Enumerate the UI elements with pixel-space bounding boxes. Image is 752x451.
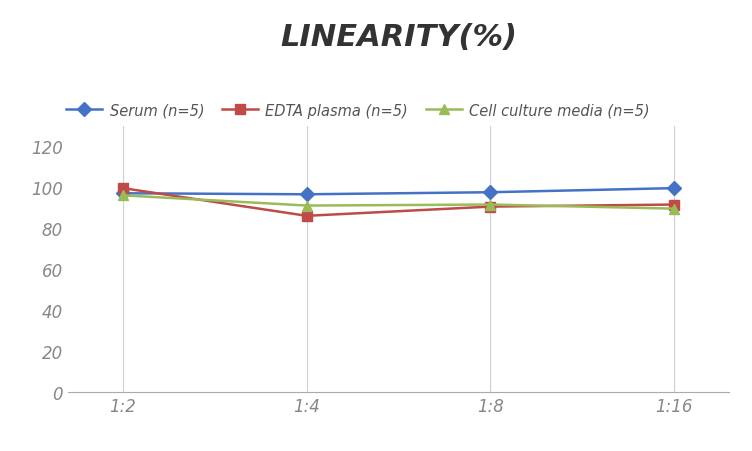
Cell culture media (n=5) [486,202,495,208]
Line: Serum (n=5): Serum (n=5) [118,184,679,200]
Text: LINEARITY(%): LINEARITY(%) [280,23,517,51]
Serum (n=5) [670,186,679,191]
Serum (n=5) [302,192,311,198]
Serum (n=5) [486,190,495,196]
Line: EDTA plasma (n=5): EDTA plasma (n=5) [118,184,679,221]
Cell culture media (n=5) [118,193,127,198]
EDTA plasma (n=5) [486,204,495,210]
Line: Cell culture media (n=5): Cell culture media (n=5) [118,191,679,214]
Cell culture media (n=5) [670,207,679,212]
EDTA plasma (n=5) [670,202,679,208]
Legend: Serum (n=5), EDTA plasma (n=5), Cell culture media (n=5): Serum (n=5), EDTA plasma (n=5), Cell cul… [60,97,656,124]
EDTA plasma (n=5) [118,186,127,191]
EDTA plasma (n=5) [302,214,311,219]
Serum (n=5) [118,191,127,197]
Cell culture media (n=5) [302,203,311,209]
